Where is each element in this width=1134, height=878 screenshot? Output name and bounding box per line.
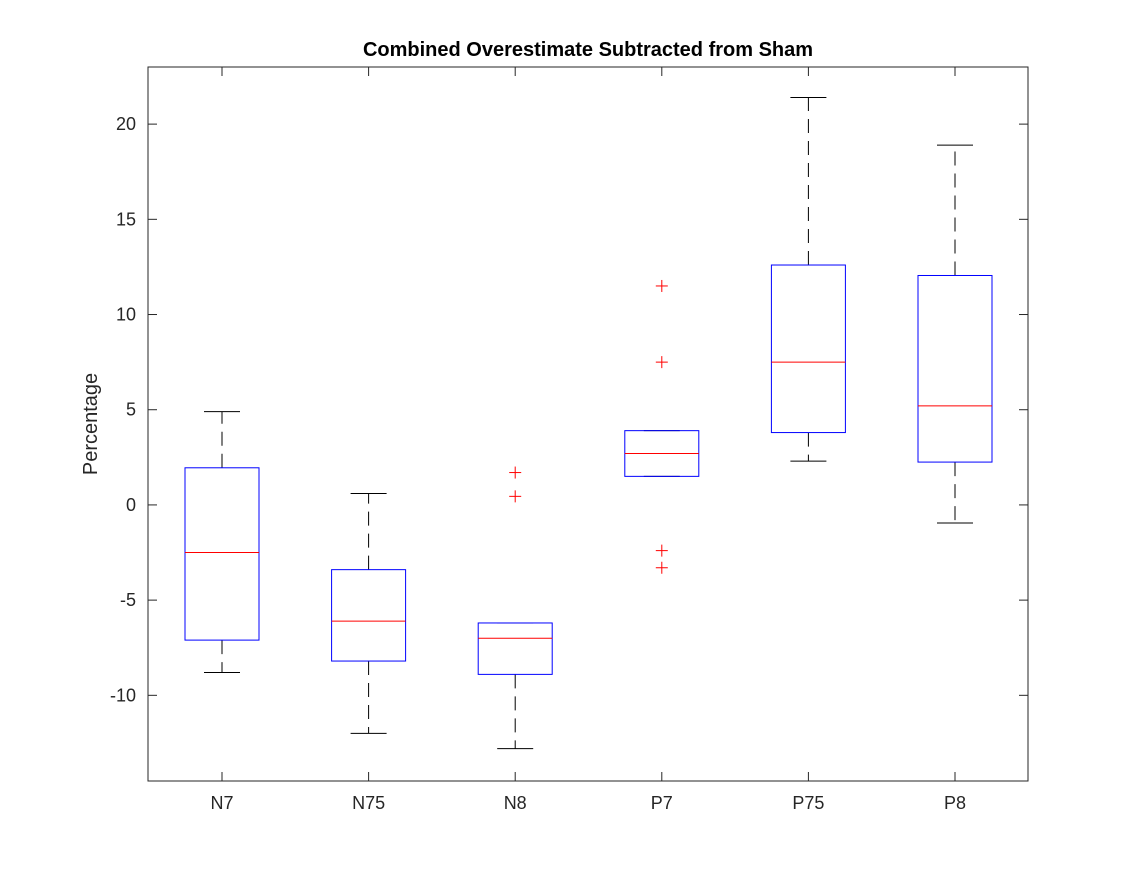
- y-tick-label: 10: [116, 305, 136, 325]
- y-tick-label: -5: [120, 590, 136, 610]
- iqr-box: [184, 467, 260, 641]
- plot-frame: [147, 66, 1029, 782]
- outlier-marker: [655, 561, 668, 574]
- iqr-box: [917, 274, 993, 463]
- box-n8: [477, 466, 553, 750]
- x-tick-label: N8: [504, 793, 527, 813]
- outlier-marker: [655, 279, 668, 292]
- outlier-marker: [655, 544, 668, 557]
- x-tick-label: P8: [944, 793, 966, 813]
- y-tick-label: 5: [126, 400, 136, 420]
- axis-ticks: -10 -5 0 5 10 15 20 N7 N75 N8 P7 P75 P8: [110, 67, 1028, 813]
- iqr-box: [331, 569, 407, 662]
- box-series: [184, 96, 993, 750]
- x-tick-label: P7: [651, 793, 673, 813]
- box-p8: [917, 144, 993, 524]
- outlier-marker: [509, 466, 522, 479]
- box-n7: [184, 411, 260, 673]
- box-p75: [770, 96, 846, 462]
- y-axis-label: Percentage: [80, 373, 102, 475]
- chart-title: Combined Overestimate Subtracted from Sh…: [363, 39, 813, 61]
- y-tick-label: 20: [116, 114, 136, 134]
- y-tick-label: 15: [116, 209, 136, 229]
- x-tick-label: N7: [210, 793, 233, 813]
- outlier-marker: [655, 356, 668, 369]
- x-tick-label: N75: [352, 793, 385, 813]
- iqr-box: [770, 264, 846, 434]
- box-n75: [331, 492, 407, 734]
- y-tick-label: 0: [126, 495, 136, 515]
- x-tick-label: P75: [792, 793, 824, 813]
- iqr-box: [477, 622, 553, 675]
- y-tick-label: -10: [110, 685, 136, 705]
- box-p7: [624, 279, 700, 574]
- outlier-marker: [509, 490, 522, 503]
